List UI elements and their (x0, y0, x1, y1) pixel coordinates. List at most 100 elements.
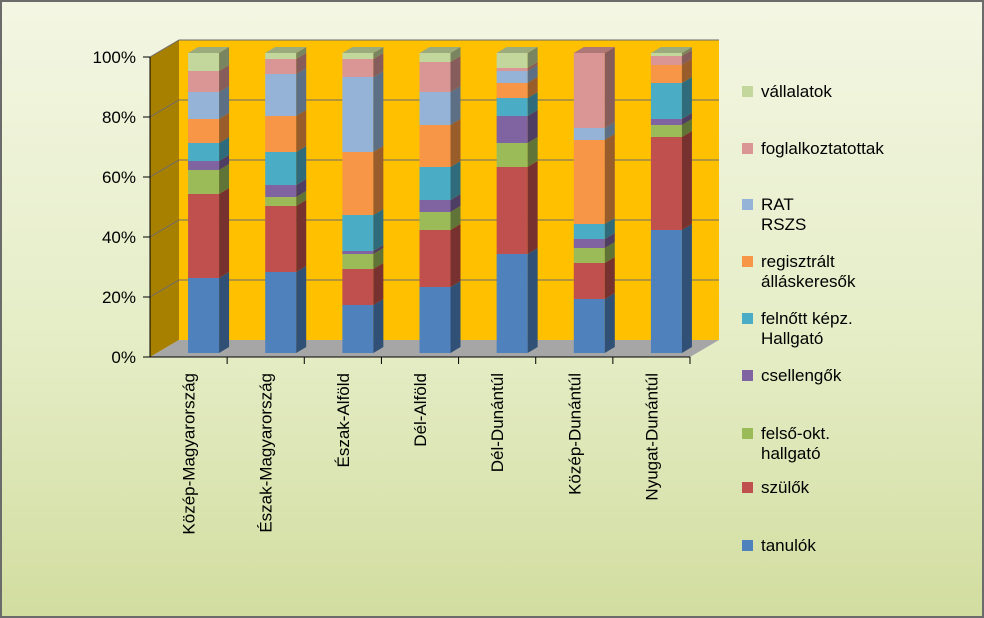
bar-segment (496, 53, 528, 68)
category-label: Közép-Dunántúl (565, 373, 584, 495)
bar-segment-side (219, 65, 230, 92)
bar-segment-side (450, 281, 461, 353)
bar-segment-side (219, 272, 230, 353)
y-tick-label: 100% (93, 48, 136, 67)
bar-segment-side (681, 224, 692, 353)
bar-segment (419, 200, 451, 212)
bar-top (188, 47, 230, 53)
bar-segment (573, 263, 605, 299)
bar-segment-side (527, 110, 538, 143)
bar-segment (419, 53, 451, 62)
category-label: Dél-Dunántúl (488, 373, 507, 472)
bar-segment (342, 305, 374, 353)
bar-segment-side (527, 137, 538, 167)
plot-side-wall (150, 40, 179, 357)
bar-segment (650, 65, 682, 83)
bar-segment (188, 53, 220, 71)
bar-segment-side (681, 59, 692, 83)
bar-segment (573, 239, 605, 248)
bar-segment-side (604, 233, 615, 248)
bar-segment (496, 167, 528, 254)
legend-label: felnőtt képz. Hallgató (761, 309, 853, 348)
legend-swatch (742, 143, 753, 154)
legend-label: tanulók (761, 536, 816, 555)
legend-label: szülők (761, 478, 810, 497)
bar-segment-side (681, 113, 692, 125)
legend-item: RAT RSZS (742, 195, 806, 235)
bar-segment (573, 248, 605, 263)
bar-top (419, 47, 461, 53)
bar-top (573, 47, 615, 53)
bar-segment (419, 212, 451, 230)
legend-label: felső-okt. hallgató (761, 424, 830, 463)
bar-segment-side (450, 161, 461, 200)
legend-label: csellengők (761, 366, 842, 385)
bar-segment-side (219, 188, 230, 278)
bar-segment-side (604, 242, 615, 263)
bar-segment (419, 125, 451, 167)
bar-segment (573, 224, 605, 239)
bar-segment-side (450, 56, 461, 92)
bar-segment-side (604, 257, 615, 299)
bar-segment (573, 140, 605, 224)
bar-segment-side (681, 77, 692, 119)
category-label: Észak-Alföld (334, 373, 353, 467)
bar-segment-side (373, 146, 384, 215)
bar-segment-side (527, 161, 538, 254)
bar-segment-side (450, 119, 461, 167)
legend-item: tanulók (742, 536, 816, 556)
legend-swatch (742, 482, 753, 493)
bar-segment-side (604, 134, 615, 224)
legend-item: regisztrált álláskeresők (742, 252, 856, 292)
legend-item: vállalatok (742, 82, 832, 102)
bar-segment-side (450, 224, 461, 287)
bar-segment (496, 68, 528, 71)
bar-segment (573, 299, 605, 353)
bar-segment-side (219, 86, 230, 119)
y-tick-label: 40% (102, 228, 136, 247)
bar-segment-side (373, 53, 384, 77)
bar-segment (342, 53, 374, 59)
bar-segment-side (373, 245, 384, 254)
legend-label: regisztrált álláskeresők (761, 252, 856, 291)
bar-segment-side (296, 47, 307, 59)
bar-segment (650, 125, 682, 137)
bar-segment-side (373, 209, 384, 251)
bar-segment (650, 83, 682, 119)
bar-segment (188, 143, 220, 161)
legend-swatch (742, 540, 753, 551)
bar-segment (265, 116, 297, 152)
bar-segment (650, 119, 682, 125)
bar-top (650, 47, 692, 53)
bar-segment (573, 53, 605, 128)
bar-segment-side (373, 299, 384, 353)
bar-segment (265, 53, 297, 59)
bar-segment (342, 251, 374, 254)
bar-segment-side (296, 110, 307, 152)
legend-item: foglalkoztatottak (742, 139, 884, 159)
bar-segment (342, 77, 374, 152)
bar-segment-side (219, 137, 230, 161)
bar-segment-side (681, 131, 692, 230)
bar-segment (188, 278, 220, 353)
bar-segment-side (527, 47, 538, 68)
legend-swatch (742, 256, 753, 267)
bar-segment (265, 197, 297, 206)
bar-segment-side (527, 77, 538, 98)
bar-segment (265, 272, 297, 353)
category-label: Észak-Magyarország (257, 373, 276, 533)
bar-segment (265, 185, 297, 197)
bar-segment (650, 230, 682, 353)
bar-segment (496, 83, 528, 98)
bar-segment-side (296, 68, 307, 116)
bar-segment (188, 71, 220, 92)
bar-segment (265, 152, 297, 185)
gridline (149, 279, 719, 298)
bar-segment-side (219, 47, 230, 71)
bar-segment-side (527, 92, 538, 116)
bar-segment (496, 254, 528, 353)
legend-label: foglalkoztatottak (761, 139, 884, 158)
legend-item: felnőtt képz. Hallgató (742, 309, 853, 349)
bar-segment (419, 230, 451, 287)
bar-segment (496, 116, 528, 143)
